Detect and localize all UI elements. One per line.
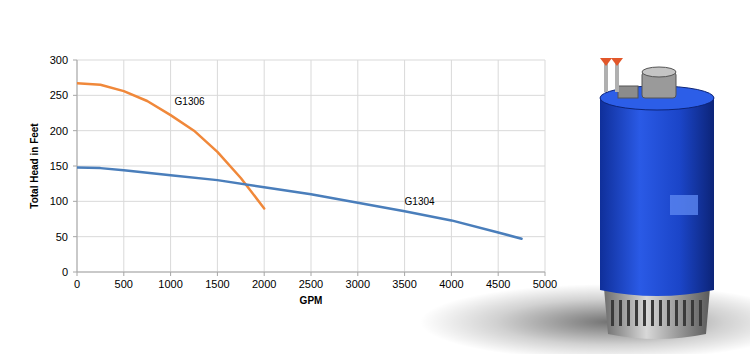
x-tick <box>264 272 265 276</box>
strainer-slot <box>627 300 630 326</box>
x-tick-label: 1500 <box>205 278 229 290</box>
y-tick-label: 150 <box>50 160 68 172</box>
plot-area <box>77 83 522 238</box>
x-tick <box>170 272 171 276</box>
x-tick-label: 2000 <box>252 278 276 290</box>
series-line <box>77 167 522 238</box>
x-tick-label: 0 <box>74 278 80 290</box>
series-line <box>77 83 264 208</box>
valve-stem <box>615 62 619 92</box>
strainer-slot <box>611 300 614 326</box>
pump-badge <box>670 195 698 215</box>
y-tick <box>73 201 77 202</box>
strainer-slot <box>667 300 670 326</box>
grid <box>77 60 545 272</box>
series-label: G1304 <box>405 196 435 207</box>
strainer-slot <box>659 300 662 326</box>
x-tick-label: 4000 <box>439 278 463 290</box>
x-tick <box>451 272 452 276</box>
x-tick <box>217 272 218 276</box>
chart-canvas: 0500100015002000250030003500400045005000… <box>0 0 750 354</box>
strainer-slot <box>699 300 702 326</box>
x-tick <box>498 272 499 276</box>
y-tick-label: 100 <box>50 195 68 207</box>
y-tick-label: 200 <box>50 125 68 137</box>
y-axis-title: Total Head in Feet <box>29 123 40 209</box>
x-tick <box>357 272 358 276</box>
y-grid-line <box>77 60 545 61</box>
x-axis-title: GPM <box>300 295 323 306</box>
strainer-slot <box>675 300 678 326</box>
strainer-slot <box>619 300 622 326</box>
valve-handle <box>611 58 623 66</box>
strainer-slot <box>691 300 694 326</box>
x-tick <box>404 272 405 276</box>
series-label: G1306 <box>175 96 205 107</box>
x-tick <box>545 272 546 276</box>
x-tick-label: 2500 <box>299 278 323 290</box>
x-tick-label: 3000 <box>346 278 370 290</box>
pump-body <box>600 98 714 296</box>
y-tick <box>73 95 77 96</box>
strainer-slot <box>683 300 686 326</box>
strainer-slot <box>651 300 654 326</box>
y-tick-label: 300 <box>50 54 68 66</box>
x-tick-label: 3500 <box>392 278 416 290</box>
x-tick <box>123 272 124 276</box>
x-tick <box>77 272 78 276</box>
x-tick-label: 1000 <box>158 278 182 290</box>
valve-handle <box>600 58 612 66</box>
x-tick-label: 5000 <box>533 278 557 290</box>
y-tick <box>73 60 77 61</box>
y-tick <box>73 130 77 131</box>
pump-illustration <box>420 58 750 354</box>
y-grid-line <box>77 166 545 167</box>
valve-stem <box>604 62 608 92</box>
pump-motor-top <box>642 67 676 77</box>
y-tick <box>73 236 77 237</box>
y-tick-label: 250 <box>50 89 68 101</box>
strainer-slot <box>643 300 646 326</box>
y-tick-label: 50 <box>56 231 68 243</box>
y-grid-line <box>77 95 545 96</box>
y-grid-line <box>77 236 545 237</box>
y-tick <box>73 272 77 273</box>
x-tick <box>311 272 312 276</box>
y-tick <box>73 166 77 167</box>
pump-shadow <box>420 284 750 354</box>
y-grid-line <box>77 201 545 202</box>
x-tick-label: 4500 <box>486 278 510 290</box>
y-tick-label: 0 <box>62 266 68 278</box>
strainer-slot <box>635 300 638 326</box>
y-grid-line <box>77 130 545 131</box>
pump-fitting <box>618 86 638 98</box>
x-tick-label: 500 <box>115 278 133 290</box>
